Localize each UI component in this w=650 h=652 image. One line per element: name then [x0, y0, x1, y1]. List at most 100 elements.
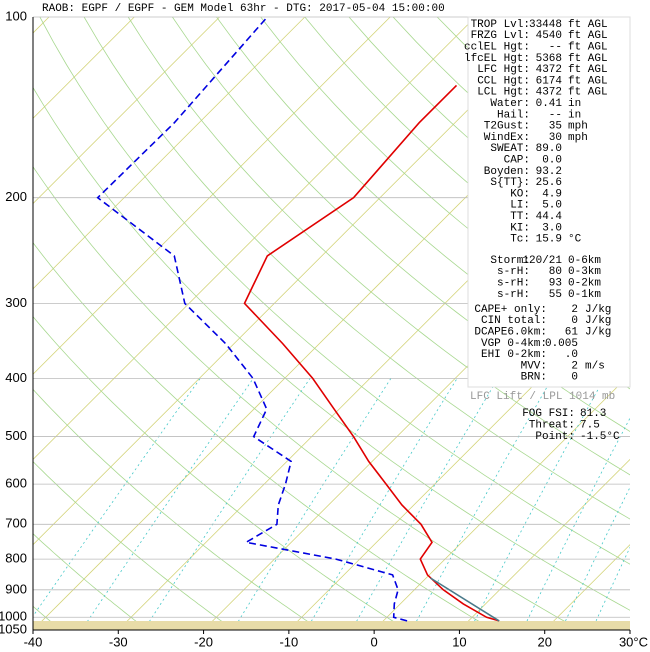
y-tick-label: 500 [5, 428, 27, 443]
panel-label: LCL Hgt: [477, 87, 530, 99]
panel-value: 55 [549, 289, 562, 301]
isotherm [33, 17, 306, 290]
panel-label: Hail: [497, 109, 530, 121]
dry-adiabat [216, 17, 630, 390]
panel-value: 33448 [529, 19, 562, 31]
y-tick-label: 300 [5, 295, 27, 310]
x-tick-label: 30°C [619, 634, 648, 649]
mixing-ratio-line [351, 378, 499, 630]
panel-unit: ft AGL [568, 42, 608, 54]
panel-value: 0.005 [545, 338, 578, 350]
fog-label: Point: [535, 431, 575, 443]
isotherm [33, 17, 220, 205]
fog-label: Threat: [529, 419, 575, 431]
panel-label: FRZG Lvl: [471, 30, 530, 42]
panel-value: 4.9 [542, 188, 562, 200]
panel-value: 25.6 [536, 177, 562, 189]
isotherm [33, 17, 561, 546]
dry-adiabat [172, 17, 630, 432]
panel-label: MVV: [521, 360, 547, 372]
fog-label: FOG FSI: [522, 408, 575, 420]
panel-unit: 0-1km [568, 289, 601, 301]
y-tick-label: 900 [5, 581, 27, 596]
panel-label: KI: [510, 222, 530, 234]
panel-unit: mph [568, 121, 588, 133]
y-tick-label: 1000 [0, 609, 27, 624]
panel-value: 6174 [536, 75, 563, 87]
isotherm [33, 17, 476, 460]
panel-value: 5.0 [542, 200, 562, 212]
panel-unit: J/kg [585, 304, 611, 316]
panel-unit: 0-3km [568, 266, 601, 278]
x-tick-label: 0 [371, 634, 378, 649]
panel-label: SWEAT: [490, 143, 530, 155]
panel-label: DCAPE6.0km: [474, 327, 547, 339]
panel-value: 44.4 [536, 211, 563, 223]
data [96, 17, 500, 622]
panel-label: TROP Lvl: [471, 19, 530, 31]
profile-line [243, 84, 500, 622]
x-tick-label: -40 [24, 634, 43, 649]
x-tick-label: -10 [279, 634, 298, 649]
panel-value: 2 [571, 304, 578, 316]
dry-adiabat [33, 533, 148, 630]
panel-value: 0.41 [536, 98, 563, 110]
mixing-ratio-line [81, 378, 254, 630]
dry-adiabat [33, 461, 235, 630]
fog-value: 7.5 [580, 419, 600, 431]
panel-value: 35 [549, 121, 562, 133]
panel-value: -- [549, 109, 562, 121]
dry-adiabat [39, 17, 630, 565]
fog-value: -1.5°C [580, 431, 620, 443]
panel-unit: m/s [585, 360, 605, 372]
panel-unit: J/kg [585, 327, 611, 339]
panel-value: -- [549, 42, 562, 54]
y-tick-label: 400 [5, 370, 27, 385]
panel-label: s-rH: [497, 266, 530, 278]
panel-value: 15.9 [536, 234, 562, 246]
panel-label: CAPE+ only: [474, 304, 547, 316]
profile-line [429, 577, 500, 622]
panel-value: 89.0 [536, 143, 562, 155]
chart-title: RAOB: EGPF / EGPF - GEM Model 63hr - DTG… [42, 3, 445, 15]
mixing-ratio-line [411, 378, 553, 630]
panel-unit: ft AGL [568, 64, 608, 76]
x-tick-label: -30 [109, 634, 128, 649]
panel-unit: 0-6km [568, 255, 601, 267]
dry-adiabat [33, 166, 580, 630]
panel-value: 4540 [536, 30, 562, 42]
panel-label: T2Gust: [484, 121, 530, 133]
panel-unit: ft AGL [568, 53, 608, 65]
panel-label: KO: [510, 188, 530, 200]
mixing-ratio-line [305, 378, 458, 630]
mixing-ratio-line [469, 378, 605, 630]
profile-line [96, 17, 408, 622]
panel-unit: ft AGL [568, 75, 608, 87]
panel-value: 80 [549, 266, 562, 278]
dry-adiabat [33, 316, 408, 630]
isotherm [459, 458, 630, 630]
panel-label: Storm: [490, 255, 530, 267]
panel-label: BRN: [521, 372, 547, 384]
panel-label: EHI 0-2km: [481, 349, 547, 361]
panel-unit: in [568, 98, 581, 110]
panel-value: 4372 [536, 87, 562, 99]
isotherm [373, 373, 630, 630]
panel-label: s-rH: [497, 289, 530, 301]
panel-label: Boyden: [484, 166, 530, 178]
panel-label: s-rH: [497, 278, 530, 290]
dry-adiabat [83, 17, 630, 520]
mixing-ratio-line [33, 378, 201, 617]
panel-label: CCL Hgt: [477, 75, 530, 87]
panel-value: 93 [549, 278, 562, 290]
panel-label: CAP: [504, 155, 530, 167]
x-tick-label: 20 [537, 634, 551, 649]
panel-value: 30 [549, 132, 562, 144]
x-tick-label: -20 [194, 634, 213, 649]
panel-label: Tc: [510, 234, 530, 246]
panel-label: LFC Hgt: [477, 64, 530, 76]
panel-label: TT: [510, 211, 530, 223]
panel-value: 61 [565, 327, 579, 339]
y-tick-label: 1050 [0, 621, 27, 636]
